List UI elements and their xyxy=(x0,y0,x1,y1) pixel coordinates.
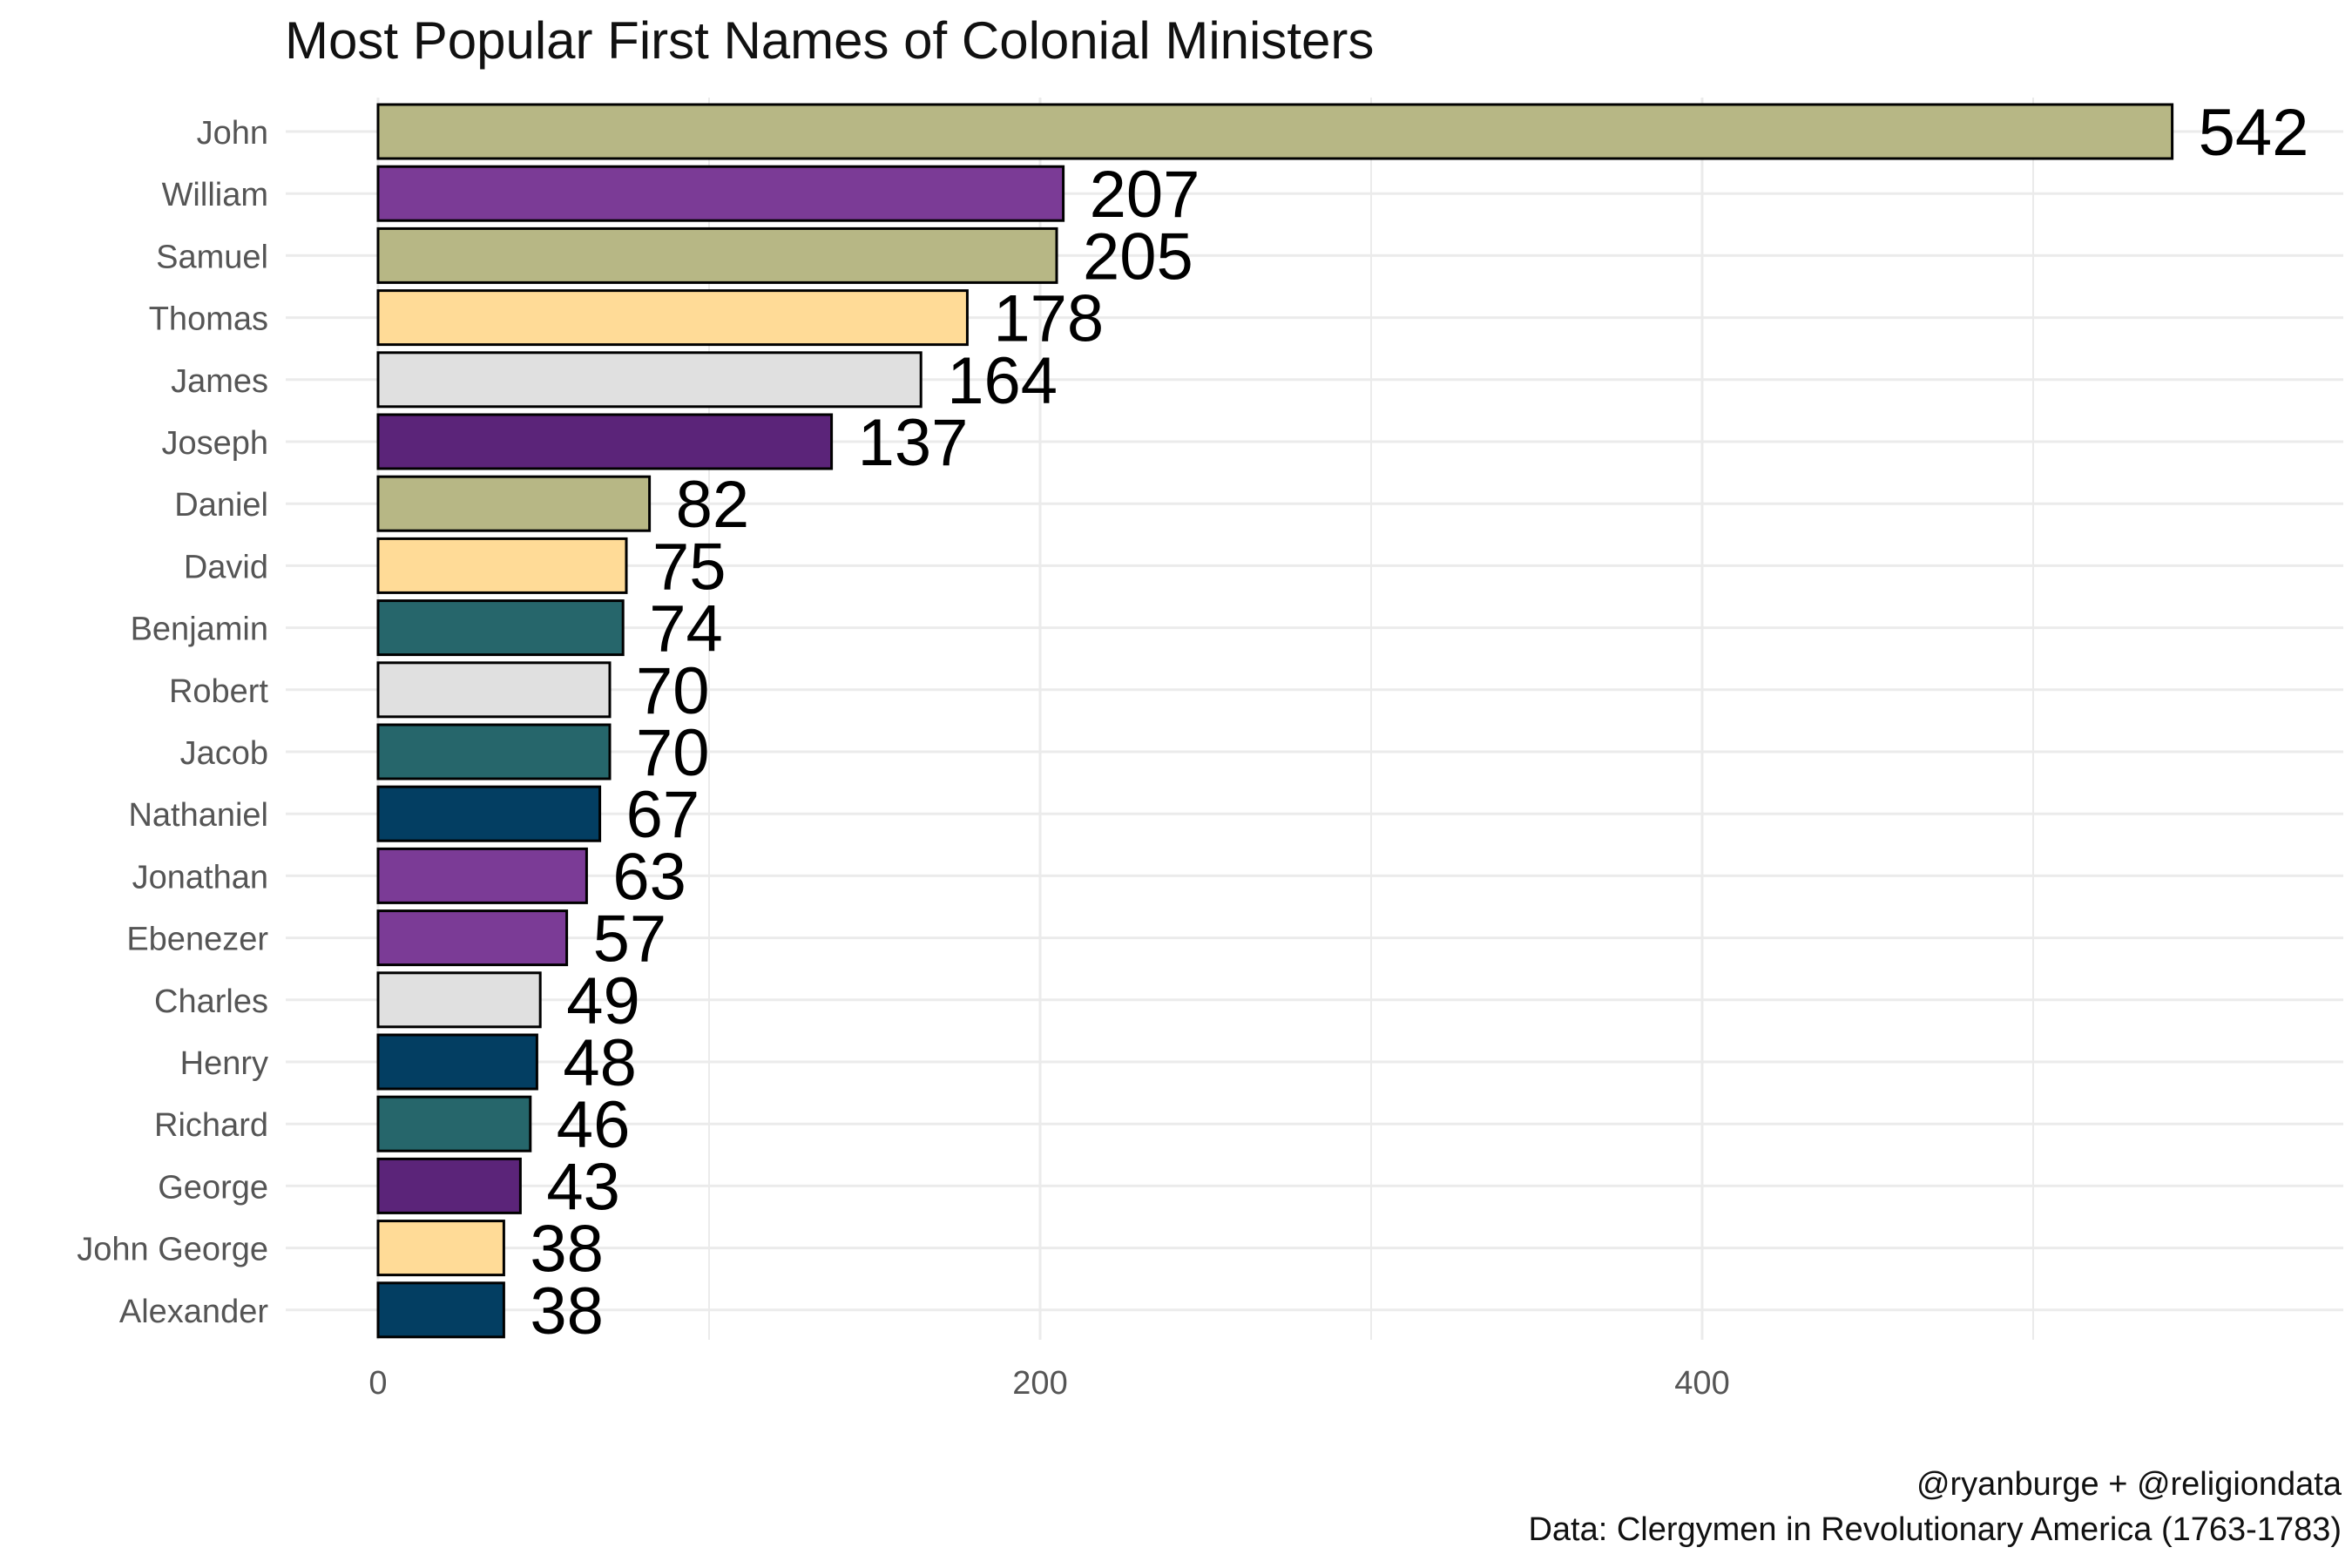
value-label: 70 xyxy=(636,716,710,790)
bar-john xyxy=(376,103,2174,160)
caption-credit: @ryanburge + @religiondata xyxy=(1916,1466,2342,1503)
value-label: 137 xyxy=(858,406,969,480)
value-label: 70 xyxy=(636,654,710,728)
bar-richard xyxy=(376,1095,532,1152)
value-label: 46 xyxy=(557,1088,631,1162)
x-tick-label: 200 xyxy=(1012,1365,1067,1402)
bar-charles xyxy=(376,971,542,1029)
category-label: Nathaniel xyxy=(128,797,268,834)
value-label: 205 xyxy=(1083,220,1193,294)
value-label: 57 xyxy=(593,902,667,977)
value-label: 63 xyxy=(612,840,686,914)
category-label: Benjamin xyxy=(131,612,268,648)
category-label: Joseph xyxy=(161,425,268,462)
bar-nathaniel xyxy=(376,785,602,842)
category-label: Daniel xyxy=(174,487,268,524)
bar-jonathan xyxy=(376,847,588,904)
bar-alexander xyxy=(376,1281,505,1339)
category-label: Charles xyxy=(154,983,268,1020)
value-label: 178 xyxy=(993,282,1104,356)
bar-john-george xyxy=(376,1220,505,1277)
x-axis-ticks: 0 200 400 xyxy=(368,1365,1729,1402)
category-label: Alexander xyxy=(119,1294,268,1330)
value-label: 67 xyxy=(626,778,700,852)
x-tick-label: 400 xyxy=(1674,1365,1729,1402)
value-label: 542 xyxy=(2199,96,2309,170)
x-tick-label: 0 xyxy=(368,1365,387,1402)
category-label: Richard xyxy=(154,1107,268,1144)
value-label: 48 xyxy=(563,1026,637,1100)
bar-robert xyxy=(376,661,612,719)
bar-joseph xyxy=(376,413,834,470)
bar-daniel xyxy=(376,475,652,532)
value-label: 164 xyxy=(947,344,1058,418)
category-label: John xyxy=(197,115,268,152)
value-labels: 5422072051781641378275747070676357494846… xyxy=(530,96,2308,1348)
bar-samuel xyxy=(376,226,1058,284)
category-label: Thomas xyxy=(149,301,268,338)
value-label: 75 xyxy=(652,530,727,604)
category-label: John George xyxy=(77,1232,268,1268)
bar-david xyxy=(376,537,628,594)
category-label: Jacob xyxy=(180,735,268,772)
value-label: 38 xyxy=(530,1213,604,1287)
value-label: 43 xyxy=(546,1150,620,1224)
bar-ebenezer xyxy=(376,909,569,967)
bar-thomas xyxy=(376,289,969,347)
category-label: James xyxy=(171,363,268,400)
category-label: Robert xyxy=(169,673,268,710)
bar-william xyxy=(376,165,1065,222)
value-label: 49 xyxy=(566,964,640,1038)
bar-henry xyxy=(376,1033,538,1091)
bar-james xyxy=(376,351,923,409)
value-label: 74 xyxy=(649,592,723,666)
category-label: Samuel xyxy=(156,239,268,275)
category-label: Ebenezer xyxy=(126,922,268,958)
category-label: William xyxy=(162,177,268,213)
bars xyxy=(376,103,2174,1339)
chart-title: Most Popular First Names of Colonial Min… xyxy=(285,11,1375,70)
bar-benjamin xyxy=(376,599,625,657)
category-label: David xyxy=(184,549,268,585)
caption-source: Data: Clergymen in Revolutionary America… xyxy=(1528,1511,2342,1548)
category-labels: John William Samuel Thomas James Joseph Daniel… xyxy=(77,115,268,1330)
bar-george xyxy=(376,1157,522,1214)
value-label: 82 xyxy=(676,468,750,542)
bar-jacob xyxy=(376,723,612,781)
category-label: Henry xyxy=(180,1045,268,1082)
value-label: 207 xyxy=(1090,158,1200,232)
category-label: Jonathan xyxy=(132,859,268,896)
value-label: 38 xyxy=(530,1274,604,1348)
category-label: George xyxy=(158,1169,268,1206)
